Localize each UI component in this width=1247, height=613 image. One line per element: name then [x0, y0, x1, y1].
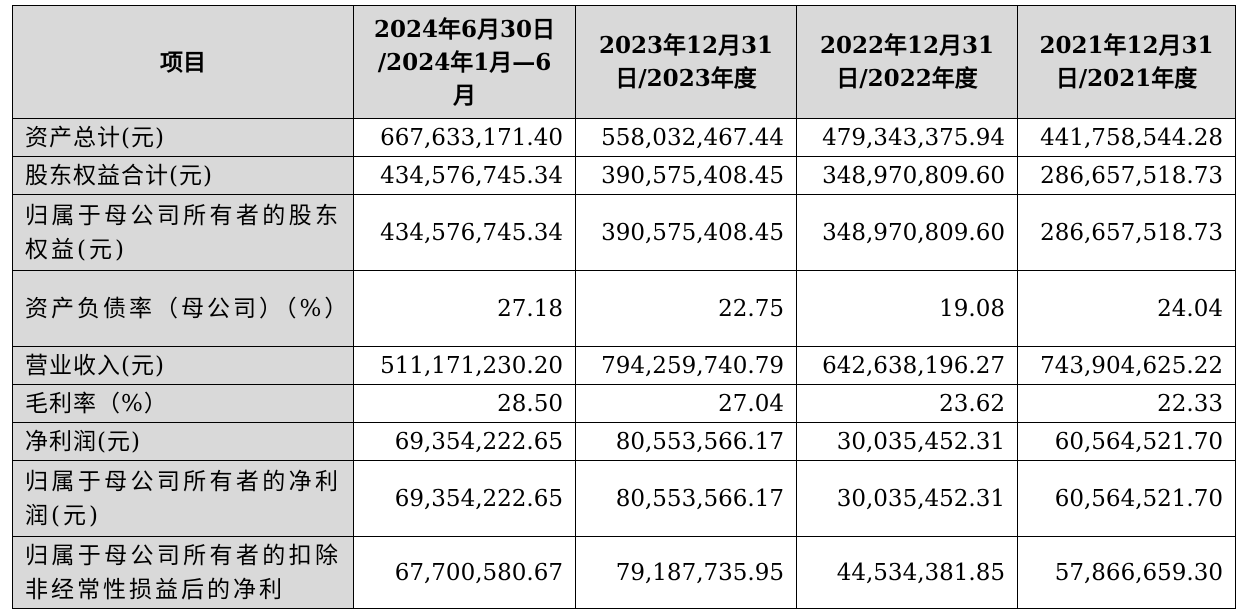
cell-value: 23.62 [796, 384, 1018, 423]
table-row: 资产总计(元) 667,633,171.40 558,032,467.44 47… [12, 118, 1236, 157]
table-row: 归属于母公司所有者的扣除非经常性损益后的净利 67,700,580.67 79,… [12, 536, 1236, 609]
cell-value: 44,534,381.85 [796, 536, 1018, 609]
cell-value: 28.50 [353, 384, 576, 423]
row-label: 资产总计(元) [12, 118, 354, 157]
cell-value: 27.04 [575, 384, 797, 423]
cell-value: 511,171,230.20 [353, 346, 576, 385]
cell-value: 390,575,408.45 [575, 194, 797, 271]
cell-value: 22.75 [575, 270, 797, 347]
cell-value: 348,970,809.60 [796, 194, 1018, 271]
table-row: 营业收入(元) 511,171,230.20 794,259,740.79 64… [12, 346, 1236, 385]
cell-value: 67,700,580.67 [353, 536, 576, 609]
cell-value: 642,638,196.27 [796, 346, 1018, 385]
header-2024-h1: 2024年6月30日 /2024年1月—6 月 [353, 5, 576, 119]
cell-value: 743,904,625.22 [1017, 346, 1236, 385]
row-label: 资产负债率（母公司）（%） [12, 270, 354, 347]
table-row: 毛利率（%） 28.50 27.04 23.62 22.33 [12, 384, 1236, 423]
cell-value: 390,575,408.45 [575, 156, 797, 195]
cell-value: 19.08 [796, 270, 1018, 347]
cell-value: 794,259,740.79 [575, 346, 797, 385]
cell-value: 558,032,467.44 [575, 118, 797, 157]
header-2023: 2023年12月31 日/2023年度 [575, 5, 797, 119]
cell-value: 22.33 [1017, 384, 1236, 423]
table-row: 净利润(元) 69,354,222.65 80,553,566.17 30,03… [12, 422, 1236, 461]
cell-value: 27.18 [353, 270, 576, 347]
cell-value: 441,758,544.28 [1017, 118, 1236, 157]
row-label: 归属于母公司所有者的净利润(元) [12, 460, 354, 537]
cell-value: 60,564,521.70 [1017, 422, 1236, 461]
row-label: 归属于母公司所有者的扣除非经常性损益后的净利 [12, 536, 354, 609]
cell-value: 80,553,566.17 [575, 460, 797, 537]
row-label: 毛利率（%） [12, 384, 354, 423]
cell-value: 69,354,222.65 [353, 422, 576, 461]
cell-value: 60,564,521.70 [1017, 460, 1236, 537]
cell-value: 348,970,809.60 [796, 156, 1018, 195]
table-header-row: 项目 2024年6月30日 /2024年1月—6 月 2023年12月31 日/… [12, 5, 1236, 119]
table-row: 归属于母公司所有者的净利润(元) 69,354,222.65 80,553,56… [12, 460, 1236, 537]
row-label: 股东权益合计(元) [12, 156, 354, 195]
row-label: 净利润(元) [12, 422, 354, 461]
header-item: 项目 [12, 5, 354, 119]
row-label: 归属于母公司所有者的股东权益(元) [12, 194, 354, 271]
cell-value: 479,343,375.94 [796, 118, 1018, 157]
cell-value: 434,576,745.34 [353, 194, 576, 271]
cell-value: 57,866,659.30 [1017, 536, 1236, 609]
table-row: 归属于母公司所有者的股东权益(元) 434,576,745.34 390,575… [12, 194, 1236, 271]
table-row: 股东权益合计(元) 434,576,745.34 390,575,408.45 … [12, 156, 1236, 195]
cell-value: 69,354,222.65 [353, 460, 576, 537]
cell-value: 80,553,566.17 [575, 422, 797, 461]
cell-value: 24.04 [1017, 270, 1236, 347]
cell-value: 30,035,452.31 [796, 460, 1018, 537]
row-label: 营业收入(元) [12, 346, 354, 385]
cell-value: 286,657,518.73 [1017, 194, 1236, 271]
cell-value: 434,576,745.34 [353, 156, 576, 195]
header-2021: 2021年12月31 日/2021年度 [1017, 5, 1236, 119]
table-row: 资产负债率（母公司）（%） 27.18 22.75 19.08 24.04 [12, 270, 1236, 347]
financial-data-table: 项目 2024年6月30日 /2024年1月—6 月 2023年12月31 日/… [12, 5, 1236, 609]
cell-value: 286,657,518.73 [1017, 156, 1236, 195]
cell-value: 30,035,452.31 [796, 422, 1018, 461]
cell-value: 79,187,735.95 [575, 536, 797, 609]
cell-value: 667,633,171.40 [353, 118, 576, 157]
header-2022: 2022年12月31 日/2022年度 [796, 5, 1018, 119]
